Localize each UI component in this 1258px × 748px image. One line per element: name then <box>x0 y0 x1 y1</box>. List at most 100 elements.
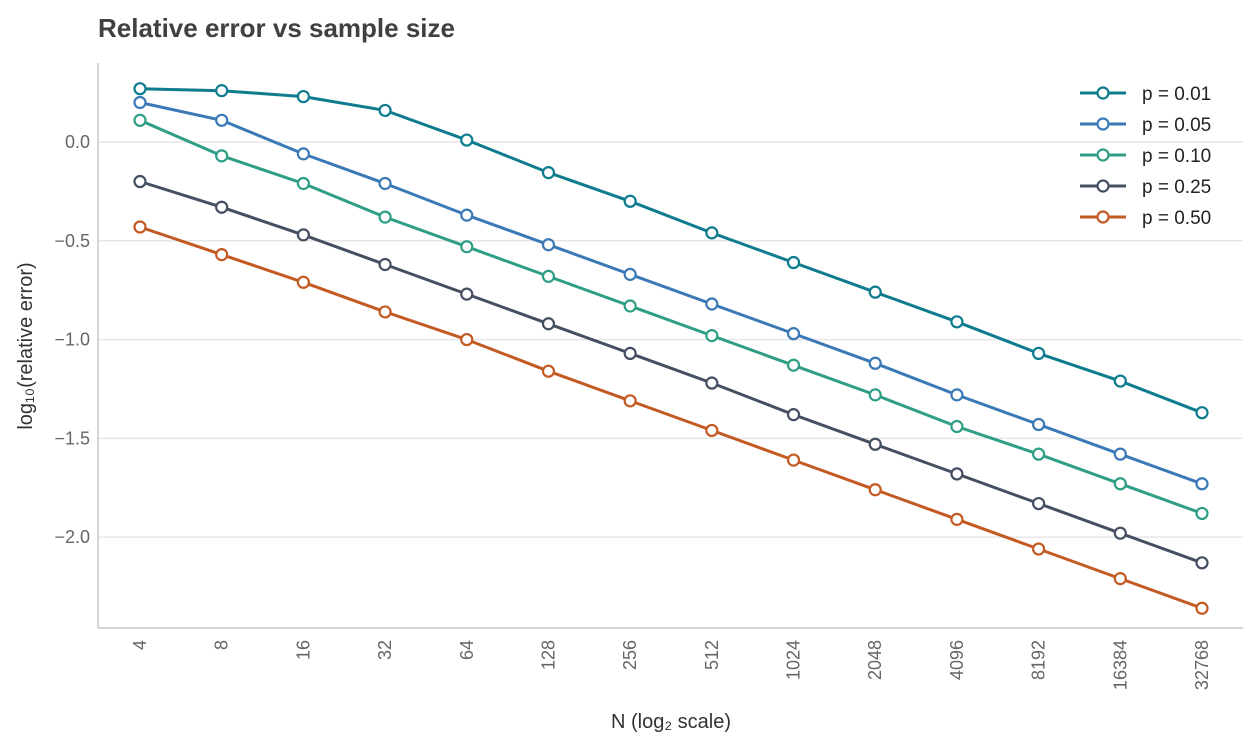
series-line <box>139 180 1203 565</box>
legend-item: p = 0.05 <box>1080 115 1211 136</box>
data-point <box>133 82 147 96</box>
data-point <box>1195 477 1209 491</box>
data-point <box>623 346 637 361</box>
legend-label: p = 0.05 <box>1142 115 1211 136</box>
data-point <box>623 299 637 313</box>
data-point <box>378 176 392 191</box>
legend-label: p = 0.25 <box>1142 177 1211 198</box>
legend-item: p = 0.50 <box>1080 208 1211 229</box>
legend-label: p = 0.50 <box>1142 208 1211 229</box>
x-tick-label: 16 <box>293 640 313 660</box>
y-tick-labels: 0.0 −0.5 −1.0 −1.5 −2.0 <box>54 132 90 547</box>
data-point <box>868 388 882 402</box>
legend-label: p = 0.10 <box>1142 146 1211 167</box>
data-point <box>705 297 719 311</box>
series-line <box>139 225 1203 610</box>
data-point <box>705 226 719 240</box>
data-point <box>133 113 147 127</box>
data-point <box>296 275 310 289</box>
x-tick-labels: 4 8 16 32 64 128 256 512 1024 2048 4096 8192 16384 32… <box>130 640 1212 690</box>
data-point <box>541 166 556 180</box>
data-point <box>868 483 882 497</box>
data-point <box>541 317 556 331</box>
y-axis-label: log₁₀(relative error) <box>15 262 37 429</box>
data-point <box>378 103 392 118</box>
y-tick-label: −1.5 <box>54 428 90 448</box>
data-point <box>950 467 964 481</box>
series-lines <box>133 82 1209 615</box>
x-tick-label: 8192 <box>1029 640 1049 680</box>
data-point <box>296 176 310 191</box>
data-point <box>623 267 637 281</box>
data-point <box>541 364 556 378</box>
data-point <box>133 95 147 110</box>
gridlines <box>98 141 1243 538</box>
data-point <box>1113 477 1127 491</box>
y-tick-label: −1.0 <box>54 330 90 350</box>
data-point <box>786 327 801 341</box>
data-point <box>950 388 964 402</box>
x-tick-label: 32 <box>375 640 395 660</box>
legend-item: p = 0.25 <box>1080 177 1211 198</box>
data-point <box>460 240 474 254</box>
data-point <box>460 332 474 347</box>
data-point <box>1195 556 1209 570</box>
data-point <box>378 257 392 272</box>
data-point <box>1195 406 1209 420</box>
data-point <box>1195 601 1209 615</box>
x-tick-label: 2048 <box>865 640 885 680</box>
data-point <box>133 174 147 189</box>
data-point <box>705 329 719 343</box>
data-point <box>705 423 719 438</box>
series-group <box>133 174 1209 570</box>
y-tick-label: −2.0 <box>54 527 90 547</box>
x-tick-label: 64 <box>457 640 477 660</box>
data-point <box>460 287 474 301</box>
data-point <box>296 147 310 161</box>
data-point <box>623 394 637 408</box>
x-tick-label: 4 <box>130 640 150 650</box>
data-point <box>1032 447 1046 461</box>
data-point <box>541 238 556 252</box>
data-point <box>1032 496 1046 511</box>
y-tick-label: −0.5 <box>54 231 90 251</box>
data-point <box>868 356 882 370</box>
data-point <box>786 358 801 372</box>
x-tick-label: 16384 <box>1110 640 1130 690</box>
legend-swatch-marker <box>1096 86 1110 100</box>
data-point <box>1032 346 1046 361</box>
data-point <box>296 228 310 242</box>
data-point <box>868 437 882 451</box>
data-point <box>1032 417 1046 432</box>
legend-swatch-marker <box>1096 117 1110 131</box>
series-line <box>139 118 1203 515</box>
legend-item: p = 0.10 <box>1080 146 1211 167</box>
series-group <box>133 95 1209 491</box>
legend-swatch-marker <box>1096 210 1110 224</box>
series-group <box>133 82 1209 420</box>
data-point <box>1113 447 1127 461</box>
data-point <box>1113 374 1127 388</box>
data-point <box>215 84 229 98</box>
data-point <box>786 453 801 467</box>
data-point <box>950 419 964 434</box>
data-point <box>623 194 637 208</box>
legend-swatch-marker <box>1096 179 1110 193</box>
data-point <box>460 133 474 147</box>
legend-item: p = 0.01 <box>1080 84 1211 105</box>
data-point <box>296 89 310 104</box>
x-tick-label: 256 <box>620 640 640 670</box>
legend: p = 0.01 p = 0.05 p = 0.10 p = 0.25 p = 0.50 <box>1080 84 1211 229</box>
data-point <box>950 512 964 526</box>
data-point <box>786 408 801 422</box>
x-tick-label: 4096 <box>947 640 967 680</box>
data-point <box>378 210 392 224</box>
data-point <box>705 376 719 390</box>
data-point <box>215 149 229 163</box>
chart-title: Relative error vs sample size <box>98 13 455 43</box>
series-line <box>139 101 1203 486</box>
data-point <box>1032 542 1046 556</box>
data-point <box>1113 572 1127 586</box>
series-group <box>133 220 1209 615</box>
data-point <box>378 305 392 319</box>
